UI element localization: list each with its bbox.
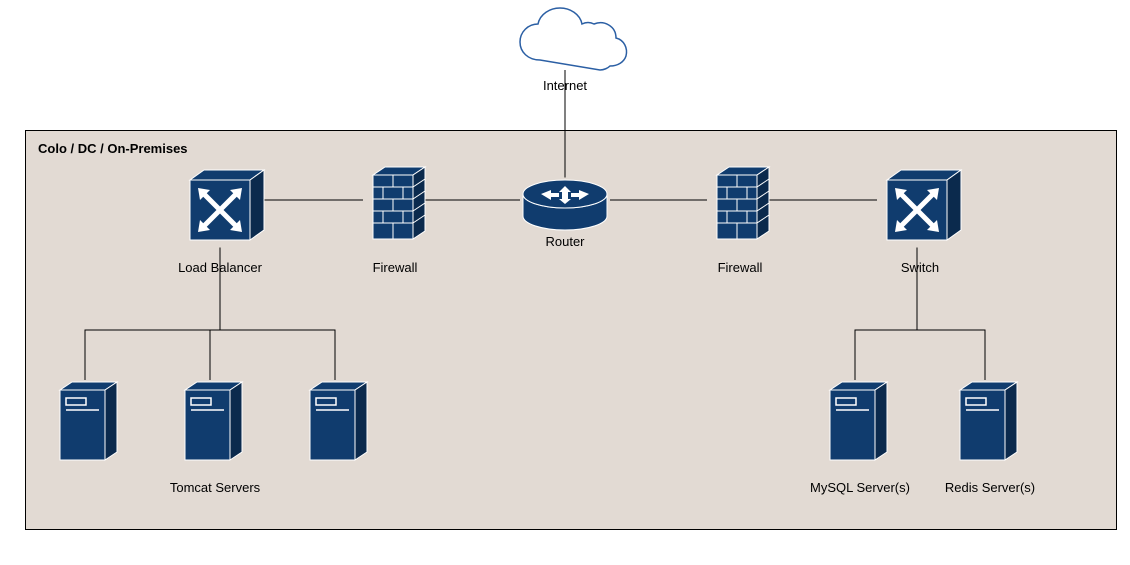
load-balancer-label: Load Balancer [170, 260, 270, 275]
router-label: Router [540, 234, 590, 249]
firewall-right-label: Firewall [710, 260, 770, 275]
switch-label: Switch [895, 260, 945, 275]
internet-cloud-icon [520, 8, 627, 70]
internet-label: Internet [540, 78, 590, 93]
firewall-left-label: Firewall [365, 260, 425, 275]
region-onprem: Colo / DC / On-Premises [25, 130, 1117, 530]
region-title: Colo / DC / On-Premises [38, 141, 188, 156]
redis-label: Redis Server(s) [930, 480, 1050, 495]
tomcat-label: Tomcat Servers [160, 480, 270, 495]
diagram-canvas: Colo / DC / On-Premises [0, 0, 1130, 565]
mysql-label: MySQL Server(s) [800, 480, 920, 495]
